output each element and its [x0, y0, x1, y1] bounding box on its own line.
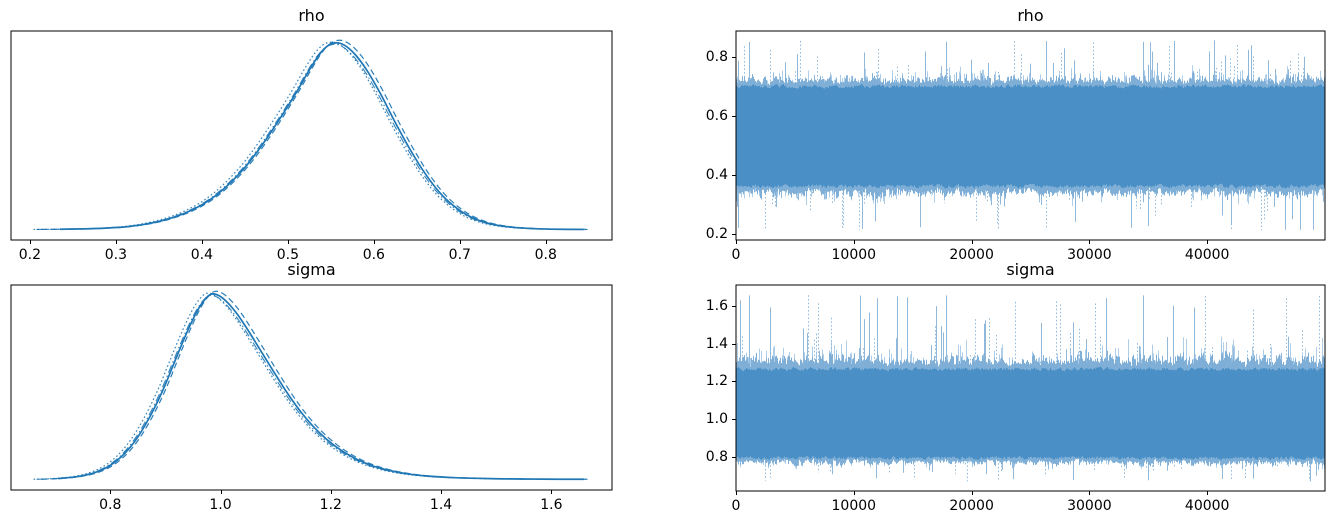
- axes-frame: [10, 30, 613, 241]
- y-tick-label: 1.2: [705, 373, 728, 390]
- x-tick-label: 0.5: [276, 247, 299, 263]
- y-tick-label: 0.8: [705, 48, 728, 65]
- x-tick-label: 0: [731, 247, 741, 263]
- x-tick-label: 1.6: [540, 497, 563, 513]
- x-tick-label: 30000: [1067, 247, 1112, 263]
- tick-marks: [732, 57, 1208, 244]
- kde-line-dashdot: [36, 294, 583, 480]
- subplot-title-rho-trace: rho: [1017, 6, 1044, 25]
- axes-frame: [10, 284, 613, 491]
- x-tick-label: 10000: [831, 498, 877, 514]
- x-tick-label: 0.3: [104, 247, 128, 263]
- axes-frame: [735, 284, 1326, 492]
- tick-marks: [110, 490, 552, 494]
- x-tick-label: 0.2: [18, 247, 42, 263]
- tick-marks: [30, 240, 547, 244]
- y-tick-label: 1.0: [705, 411, 728, 428]
- tick-marks: [732, 306, 1208, 495]
- trace-core-band: [736, 84, 1325, 189]
- y-tick-label: 0.2: [705, 225, 728, 242]
- x-tick-label: 1.2: [319, 497, 342, 513]
- x-tick-label: 0.6: [362, 247, 385, 263]
- kde-line-dotted: [33, 41, 580, 231]
- x-tick-label: 30000: [1067, 498, 1112, 514]
- y-tick-label: 0.4: [705, 166, 728, 183]
- subplot-title-sigma-trace: sigma: [1006, 260, 1055, 279]
- trace-series: [736, 40, 1325, 231]
- kde-line-solid: [59, 41, 585, 231]
- trace-series: [736, 295, 1325, 482]
- y-tick-label: 0.6: [705, 107, 728, 124]
- subplot-title-sigma-kde: sigma: [287, 260, 336, 279]
- x-tick-label: 20000: [949, 498, 994, 514]
- trace-core-band: [736, 366, 1325, 460]
- y-tick-label: 1.6: [705, 297, 728, 314]
- kde-line-solid: [57, 292, 585, 481]
- x-tick-label: 0: [731, 498, 741, 514]
- kde-curve: [33, 39, 588, 231]
- x-tick-label: 40000: [1184, 247, 1230, 263]
- x-tick-label: 0.8: [534, 247, 557, 263]
- x-tick-label: 1.0: [209, 497, 232, 513]
- kde-line-dotted: [33, 292, 580, 480]
- x-tick-label: 0.8: [99, 497, 122, 513]
- x-tick-label: 0.4: [190, 247, 214, 263]
- x-tick-label: 10000: [831, 247, 877, 263]
- axes-frame: [735, 30, 1326, 241]
- kde-curve: [33, 290, 588, 481]
- kde-line-dashed: [41, 290, 588, 480]
- y-tick-label: 0.8: [705, 448, 728, 465]
- x-tick-label: 20000: [949, 247, 994, 263]
- x-tick-label: 0.7: [448, 247, 471, 263]
- y-tick-label: 1.4: [705, 335, 728, 352]
- trace-spikes-dotted: [744, 40, 1308, 231]
- x-tick-label: 40000: [1184, 498, 1230, 514]
- kde-line-dashed: [41, 39, 588, 231]
- subplot-title-rho-kde: rho: [298, 6, 325, 25]
- x-tick-label: 1.4: [429, 497, 453, 513]
